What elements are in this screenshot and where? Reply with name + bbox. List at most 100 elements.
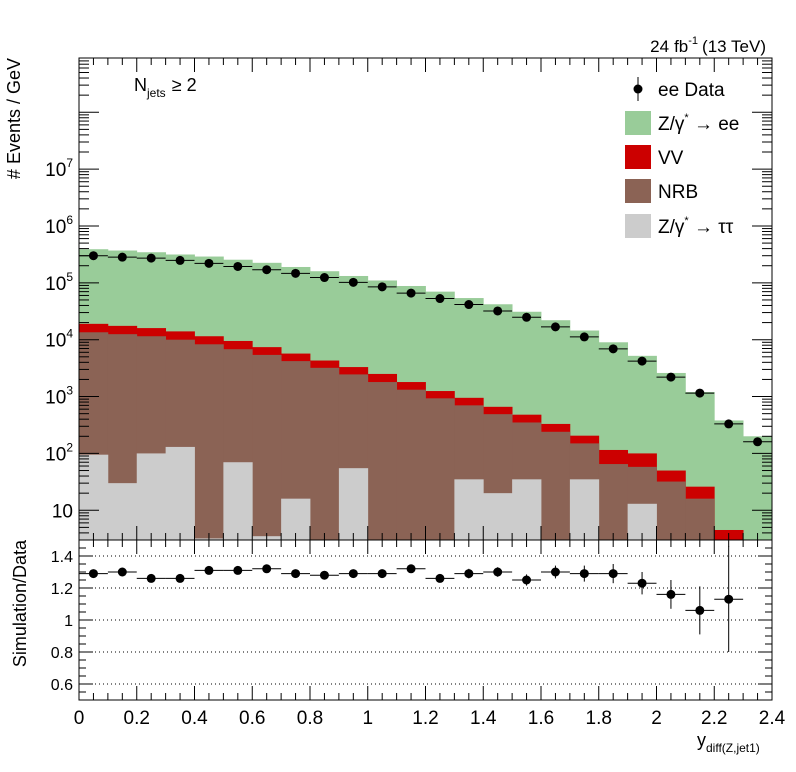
hist-bar-nrb: [598, 464, 629, 540]
main-plot: 10 102 103 104 105 106 107 # Events / GeV 24 fb…: [4, 35, 773, 541]
ratio-point: [291, 569, 301, 579]
data-point: [319, 273, 329, 283]
x-tick-label: 1.4: [470, 708, 497, 729]
hist-bar-nrb: [396, 389, 426, 540]
x-tick-label: 2.4: [759, 708, 786, 729]
x-tick-label: 1.6: [528, 708, 554, 729]
legend-swatch: [625, 111, 651, 135]
ratio-point: [262, 564, 272, 574]
hist-bar-zee: [743, 436, 773, 540]
ratio-y-tick-label: 0.6: [51, 677, 73, 694]
data-point: [464, 300, 474, 310]
ratio-point: [464, 569, 474, 579]
hist-bar-ztautau: [136, 453, 167, 540]
data-point: [753, 437, 763, 447]
stacked-histograms: [79, 249, 773, 541]
ratio-point: [204, 565, 214, 575]
ratio-point: [406, 564, 416, 574]
x-axis-label-main: y: [697, 730, 706, 750]
ratio-y-tick-label: 0.8: [51, 645, 73, 662]
ratio-y-ticks: 0.6 0.8 1 1.2 1.4: [51, 539, 772, 701]
lumi-value: 24: [650, 37, 669, 56]
hist-bar-ztautau: [338, 468, 369, 540]
data-point: [175, 255, 185, 265]
njets-condition: ≥ 2: [172, 75, 197, 95]
ratio-point: [348, 569, 358, 579]
njets-sub: jets: [146, 86, 166, 100]
ratio-point: [608, 569, 618, 579]
ratio-plot: 0 0.2 0.4 0.6 0.8 1 1.2 1.4 1.6 1.8 2 2.2 2.4 0.6 0.8…: [10, 539, 786, 755]
ratio-point: [435, 573, 445, 583]
njets-annotation: Njets ≥ 2: [134, 75, 197, 100]
ratio-point: [88, 569, 98, 579]
njets-main: N: [134, 75, 147, 95]
data-point: [233, 261, 243, 271]
hist-bar-nrb: [656, 481, 686, 540]
main-y-ticks: 10 102 103 104 105 106 107: [45, 57, 772, 541]
data-point: [550, 322, 560, 332]
hist-bar-nrb: [541, 431, 571, 540]
ratio-y-tick-label: 1: [64, 613, 73, 630]
ratio-y-axis-label: Simulation/Data: [10, 539, 30, 667]
x-tick-label: 1.8: [586, 708, 612, 729]
data-point: [435, 294, 445, 304]
data-point: [522, 312, 532, 322]
y-tick-label: 104: [45, 327, 73, 352]
ratio-x-ticks: 0 0.2 0.4 0.6 0.8 1 1.2 1.4 1.6 1.8 2 2.2 2.4: [74, 540, 786, 729]
data-point: [695, 388, 705, 398]
hist-bar-ztautau: [512, 479, 542, 540]
lumi-unit: fb: [674, 37, 688, 56]
legend-label: NRB: [658, 182, 698, 203]
data-point: [117, 252, 127, 262]
y-tick-label: 105: [45, 270, 73, 295]
hist-bar-ztautau: [569, 479, 600, 540]
data-point: [204, 258, 214, 268]
hist-bar-nrb: [425, 398, 455, 540]
lumi-exponent: -1: [688, 35, 698, 47]
data-points: [79, 251, 772, 447]
x-tick-label: 2.2: [701, 708, 727, 729]
y-tick-label: 103: [45, 384, 73, 409]
ratio-point: [550, 567, 560, 577]
ratio-point: [579, 569, 589, 579]
ratio-point: [666, 589, 676, 599]
y-tick-label: 10: [52, 501, 73, 522]
hist-bar-ztautau: [165, 446, 195, 540]
ratio-point: [377, 569, 387, 579]
hist-bar-ztautau: [223, 462, 253, 540]
legend-swatch: [625, 214, 651, 238]
x-tick-label: 2: [651, 708, 662, 729]
hist-bar-nrb: [194, 344, 224, 540]
ratio-point: [146, 573, 156, 583]
y-axis-label: # Events / GeV: [4, 58, 24, 179]
y-tick-label: 106: [45, 213, 73, 238]
x-axis-label: ydiff(Z,jet1): [697, 730, 760, 755]
hist-bar-zee: [714, 420, 744, 540]
main-x-ticks: [78, 58, 773, 540]
legend-marker: [633, 84, 643, 94]
data-point: [608, 344, 618, 354]
hist-bar-ztautau: [79, 454, 109, 540]
ratio-y-tick-label: 1.4: [51, 549, 73, 566]
ratio-point: [117, 567, 127, 577]
luminosity-label: 24 fb-1 (13 TeV): [650, 35, 766, 56]
hist-bar-nrb: [367, 382, 398, 540]
x-tick-label: 0: [74, 708, 85, 729]
hist-bar-ztautau: [483, 493, 513, 540]
ratio-point: [695, 605, 705, 615]
energy-label: (13 TeV): [702, 37, 766, 56]
x-tick-label: 0.2: [124, 708, 150, 729]
ratio-point: [319, 570, 329, 580]
data-point: [637, 356, 647, 366]
legend-swatch: [625, 179, 651, 203]
x-tick-label: 0.6: [239, 708, 265, 729]
legend-label: VV: [658, 148, 684, 169]
x-tick-label: 0.8: [297, 708, 323, 729]
hist-bar-ztautau: [454, 479, 484, 540]
ratio-point: [493, 567, 503, 577]
data-point: [724, 419, 734, 429]
data-point: [146, 253, 156, 263]
legend-label: ee Data: [658, 80, 725, 101]
data-point: [579, 332, 589, 342]
